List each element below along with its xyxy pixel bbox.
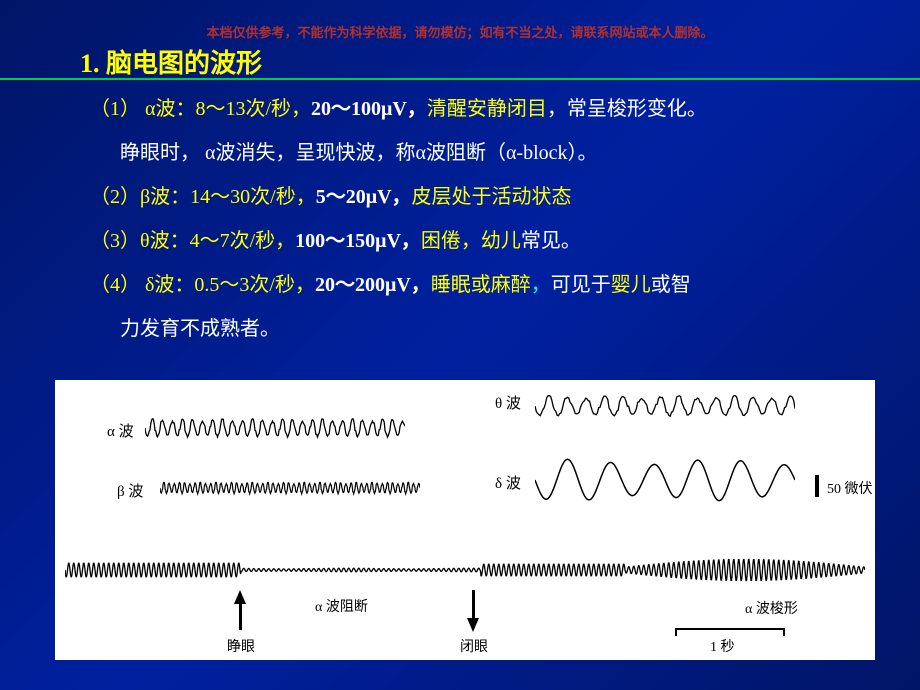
text-segment: 常见。 (521, 230, 581, 252)
text-segment: 力发育不成熟者。 (120, 318, 280, 340)
volt-scale-label: 50 微伏 (827, 478, 873, 498)
watermark-text: 本档仅供参考，不能作为科学依据，请勿模仿；如有不当之处，请联系网站或本人删除。 (206, 22, 713, 41)
text-segment: 睁眼时， α波消失，呈现快波，称α波阻断（α-block）。 (120, 142, 598, 164)
content-line: 睁眼时， α波消失，呈现快波，称α波阻断（α-block）。 (90, 132, 890, 174)
slide-title: 1. 脑电图的波形 (80, 43, 262, 80)
content-line: 力发育不成熟者。 (90, 308, 890, 350)
eyes-open-arrow-stem (239, 602, 242, 630)
text-segment: （2）β波：14～30次/秒， (90, 186, 316, 208)
time-scale-label: 1 秒 (710, 636, 735, 656)
text-segment: 或智 (651, 274, 691, 296)
text-segment: 20～200μV， (315, 274, 431, 296)
text-segment: （1） α波：8～13次/秒， (90, 98, 311, 120)
alpha-wave (145, 403, 405, 453)
text-segment: 睡眠或麻醉 (431, 274, 531, 296)
text-segment: 皮层处于活动状态 (412, 186, 572, 208)
alpha-block-label: α 波阻断 (315, 596, 368, 616)
eyes-close-label: 闭眼 (460, 636, 488, 656)
text-segment: 100～150μV， (295, 230, 421, 252)
content-line: （3）θ波：4～7次/秒，100～150μV，困倦，幼儿常见。 (90, 220, 890, 262)
volt-scale-bar (815, 475, 819, 497)
time-scale-bar (675, 628, 785, 636)
text-segment: ，常呈梭形变化。 (547, 98, 707, 120)
theta-wave (535, 381, 795, 431)
alpha-spindle-label: α 波梭形 (745, 598, 798, 618)
content-body: （1） α波：8～13次/秒，20～100μV，清醒安静闭目，常呈梭形变化。睁眼… (90, 88, 890, 352)
alpha-label: α 波 (107, 420, 134, 441)
text-segment: 5～20μV， (316, 186, 412, 208)
beta-wave (160, 463, 420, 513)
content-line: （4） δ波：0.5～3次/秒，20～200μV，睡眠或麻醉，可见于婴儿或智 (90, 264, 890, 306)
eyes-close-arrow-head (467, 618, 479, 632)
text-segment: （3）θ波：4～7次/秒， (90, 230, 295, 252)
text-segment: 清醒安静闭目 (427, 98, 547, 120)
text-segment: 困倦，幼儿 (421, 230, 521, 252)
title-number: 1. (80, 49, 100, 78)
text-segment: （4） δ波：0.5～3次/秒， (90, 274, 315, 296)
theta-label: θ 波 (495, 392, 521, 413)
beta-label: β 波 (117, 480, 143, 501)
delta-label: δ 波 (495, 472, 521, 493)
text-segment: 可见于 (551, 274, 611, 296)
delta-wave (535, 455, 795, 505)
title-text: 脑电图的波形 (106, 49, 262, 78)
eyes-open-arrow-head (234, 590, 246, 604)
eyes-open-label: 睁眼 (227, 636, 255, 656)
eyes-close-arrow-stem (472, 590, 475, 618)
text-segment: 婴儿 (611, 274, 651, 296)
content-line: （1） α波：8～13次/秒，20～100μV，清醒安静闭目，常呈梭形变化。 (90, 88, 890, 130)
content-line: （2）β波：14～30次/秒，5～20μV，皮层处于活动状态 (90, 176, 890, 218)
text-segment: 20～100μV， (311, 98, 427, 120)
long-wave (65, 545, 865, 595)
title-divider (0, 78, 920, 80)
eeg-figure: α 波 β 波 θ 波 δ 波 50 微伏 α 波阻断 α 波梭形 睁眼 闭眼 … (55, 380, 875, 660)
text-segment: ， (531, 274, 551, 296)
